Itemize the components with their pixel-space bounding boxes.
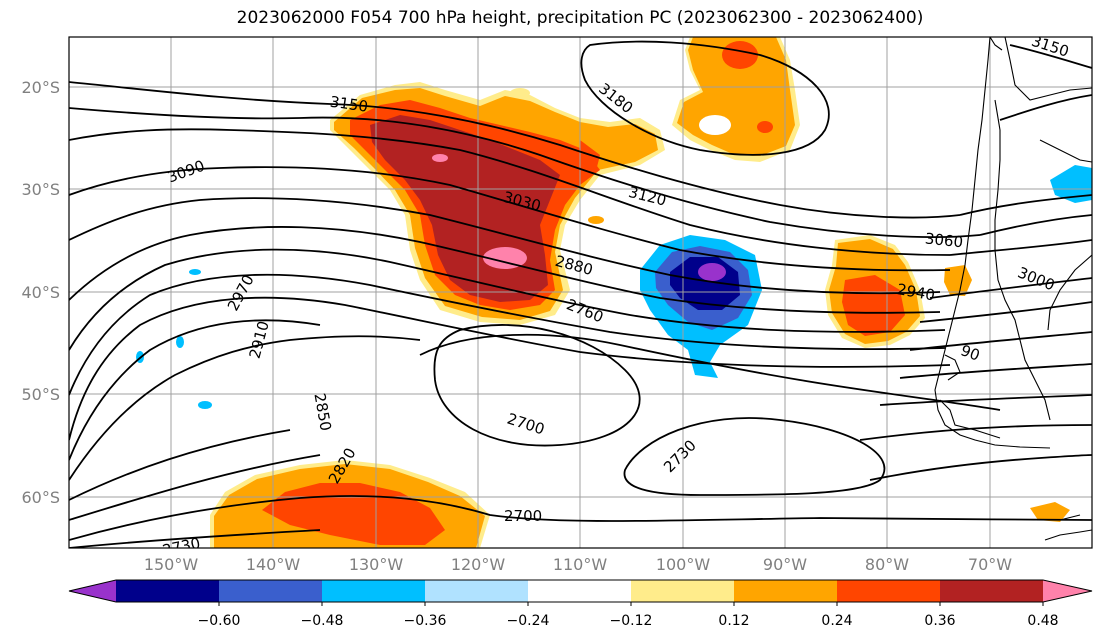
colorbar-ticks: −0.60 −0.48 −0.36 −0.24 −0.12 0.12 0.24 0.36 0.4… [198,602,1059,629]
height-contours [69,40,1092,548]
lon-label: 110°W [553,555,608,574]
colorbar-tick-label: −0.48 [301,613,344,629]
colorbar-segment [528,580,632,602]
lat-label: 50°S [21,385,60,404]
colorbar-tick-label: 0.12 [718,613,749,629]
lon-label: 130°W [349,555,404,574]
colorbar: −0.60 −0.48 −0.36 −0.24 −0.12 0.12 0.24 0.36 0.4… [68,579,1093,629]
colorbar-segment [322,580,426,602]
colorbar-tick-label: −0.12 [610,613,653,629]
colorbar-segment [116,580,220,602]
map-title: 2023062000 F054 700 hPa height, precipit… [236,8,924,28]
lon-label: 100°W [656,555,711,574]
colorbar-segment [69,580,116,602]
latitude-labels: 20°S 30°S 40°S 50°S 60°S [21,78,60,507]
colorbar-segment [734,580,838,602]
colorbar-segment [219,580,323,602]
colorbar-segment [940,580,1044,602]
colorbar-tick-label: −0.24 [507,613,550,629]
lat-label: 40°S [21,283,60,302]
contour-label: 3060 [924,229,964,251]
contour-label: 3150 [329,93,369,116]
colorbar-tick-label: 0.48 [1027,613,1058,629]
lon-label: 70°W [968,555,1012,574]
precip-small-patches [136,88,1092,522]
contour-label: 90 [958,341,982,364]
longitude-labels: 150°W 140°W 130°W 120°W 110°W 100°W 90°W… [144,555,1012,574]
colorbar-segment [1043,580,1092,602]
lon-label: 150°W [144,555,199,574]
colorbar-tick-label: −0.36 [404,613,447,629]
lat-label: 20°S [21,78,60,97]
colorbar-segments [69,580,1092,602]
lat-label: 30°S [21,180,60,199]
lon-label: 90°W [763,555,807,574]
colorbar-segment [631,580,735,602]
colorbar-outline [68,579,1093,603]
lon-label: 80°W [865,555,909,574]
lon-label: 140°W [246,555,301,574]
lon-label: 120°W [451,555,506,574]
contour-label: 2700 [504,507,542,525]
coastline [934,37,1092,541]
precip-area-negative [640,235,762,378]
colorbar-segment [425,580,529,602]
lat-label: 60°S [21,488,60,507]
precip-area-northeast [672,37,800,162]
map-frame [68,36,1093,549]
colorbar-segment [837,580,941,602]
colorbar-tick-label: 0.24 [821,613,852,629]
colorbar-tick-label: 0.36 [924,613,955,629]
colorbar-tick-label: −0.60 [198,613,241,629]
